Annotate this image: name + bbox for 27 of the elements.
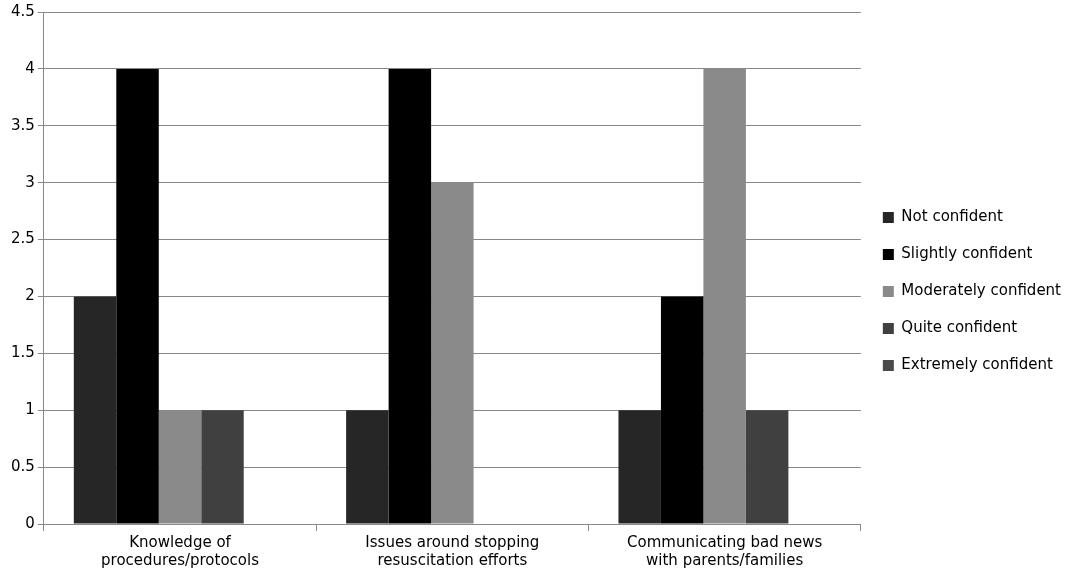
x-tick-label: Knowledge of procedures/protocols	[101, 532, 260, 569]
bar	[618, 410, 661, 524]
y-tick-label: 4.5	[11, 1, 35, 20]
legend-label: Slightly confident	[901, 244, 1033, 263]
x-tick-label: Issues around stopping resuscitation efforts	[365, 532, 540, 569]
x-tick-label: Communicating bad news with parents/families	[627, 532, 823, 569]
y-tick-label: 1.5	[11, 343, 35, 362]
y-tick-label: 3.5	[11, 115, 35, 134]
bar	[346, 410, 389, 524]
bar	[158, 410, 202, 524]
y-tick-label: 2.5	[11, 229, 35, 248]
y-tick-label: 1	[25, 400, 35, 419]
y-tick-label: 4	[25, 58, 35, 77]
bar	[201, 410, 244, 524]
bar	[388, 68, 432, 524]
y-tick-label: 2	[25, 286, 35, 305]
bar	[745, 410, 789, 524]
bar	[116, 68, 159, 524]
y-tick-label: 0	[25, 513, 35, 532]
bar	[660, 296, 704, 524]
legend-label: Quite confident	[901, 318, 1018, 337]
legend-label: Moderately confident	[901, 281, 1062, 300]
bar	[73, 296, 117, 524]
legend-label: Extremely confident	[901, 355, 1053, 374]
y-tick-label: 0.5	[11, 457, 35, 475]
legend-label: Not confident	[901, 207, 1004, 226]
y-tick-label: 3	[25, 172, 35, 191]
